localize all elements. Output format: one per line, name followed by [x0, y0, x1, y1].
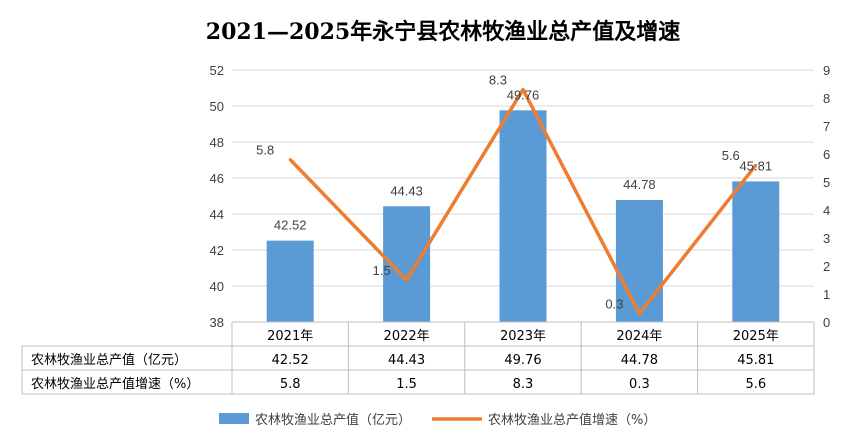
line-value-label: 5.6 — [722, 148, 740, 163]
left-tick-label: 52 — [210, 63, 224, 78]
category-label: 2023年 — [500, 329, 546, 344]
bar — [266, 240, 314, 322]
line-point — [637, 312, 641, 316]
category-label: 2025年 — [733, 329, 779, 344]
right-tick-label: 0 — [823, 315, 830, 330]
table-cell: 0.3 — [629, 377, 650, 392]
line-series — [288, 87, 758, 316]
table-cell: 1.5 — [396, 377, 417, 392]
right-tick-label: 9 — [823, 63, 830, 78]
left-axis: 38 40 42 44 46 48 50 52 — [210, 63, 224, 330]
left-tick-label: 46 — [210, 171, 224, 186]
legend: 农林牧渔业总产值（亿元） 农林牧渔业总产值增速（%） — [219, 412, 656, 428]
chart-title: 2021—2025年永宁县农林牧渔业总产值及增速 — [206, 19, 680, 45]
table-cell: 8.3 — [513, 377, 534, 392]
right-tick-label: 2 — [823, 259, 830, 274]
bar-value-label: 44.43 — [390, 183, 423, 198]
right-tick-label: 5 — [823, 175, 830, 190]
data-labels: 42.52 44.43 49.76 44.78 45.81 5.8 1.5 8.3 0.3 5.6 — [256, 73, 772, 312]
left-tick-label: 48 — [210, 135, 224, 150]
legend-bar-swatch — [219, 413, 249, 424]
right-tick-label: 3 — [823, 231, 830, 246]
right-tick-label: 8 — [823, 91, 830, 106]
table-row-header: 农林牧渔业总产值增速（%） — [31, 376, 199, 392]
bar-value-label: 49.76 — [507, 87, 540, 102]
table-cell: 44.78 — [621, 353, 658, 368]
category-label: 2022年 — [384, 329, 430, 344]
bar-value-label: 44.78 — [623, 177, 656, 192]
left-tick-label: 40 — [210, 279, 224, 294]
table-cell: 49.76 — [504, 353, 541, 368]
bar — [499, 110, 547, 322]
right-axis: 0 1 2 3 4 5 6 7 8 9 — [823, 63, 830, 330]
left-tick-label: 42 — [210, 243, 224, 258]
table-cell: 5.6 — [745, 377, 766, 392]
line-value-label: 0.3 — [605, 297, 623, 312]
legend-line-label: 农林牧渔业总产值增速（%） — [488, 412, 656, 428]
category-label: 2024年 — [616, 329, 662, 344]
legend-bar-label: 农林牧渔业总产值（亿元） — [255, 412, 411, 428]
line-point — [288, 158, 292, 162]
bar — [615, 199, 663, 322]
left-tick-label: 44 — [210, 207, 224, 222]
table-cell: 42.52 — [272, 353, 309, 368]
right-tick-label: 1 — [823, 287, 830, 302]
left-tick-label: 38 — [210, 315, 224, 330]
right-tick-label: 6 — [823, 147, 830, 162]
line-value-label: 5.8 — [256, 143, 274, 158]
line-point — [521, 88, 525, 92]
category-label: 2021年 — [267, 329, 313, 344]
right-tick-label: 4 — [823, 203, 830, 218]
bar-value-label: 45.81 — [740, 158, 773, 173]
table-cell: 45.81 — [737, 353, 774, 368]
bar-value-label: 42.52 — [274, 218, 307, 233]
line-value-label: 8.3 — [489, 73, 507, 88]
left-tick-label: 50 — [210, 99, 224, 114]
bar-series — [266, 110, 780, 322]
bar — [732, 181, 780, 322]
right-tick-label: 7 — [823, 119, 830, 134]
table-cell: 44.43 — [388, 353, 425, 368]
line-point — [754, 163, 758, 167]
line-point — [405, 278, 409, 282]
line-value-label: 1.5 — [373, 263, 391, 278]
table-cell: 5.8 — [280, 377, 301, 392]
table-row-header: 农林牧渔业总产值（亿元） — [31, 352, 187, 368]
